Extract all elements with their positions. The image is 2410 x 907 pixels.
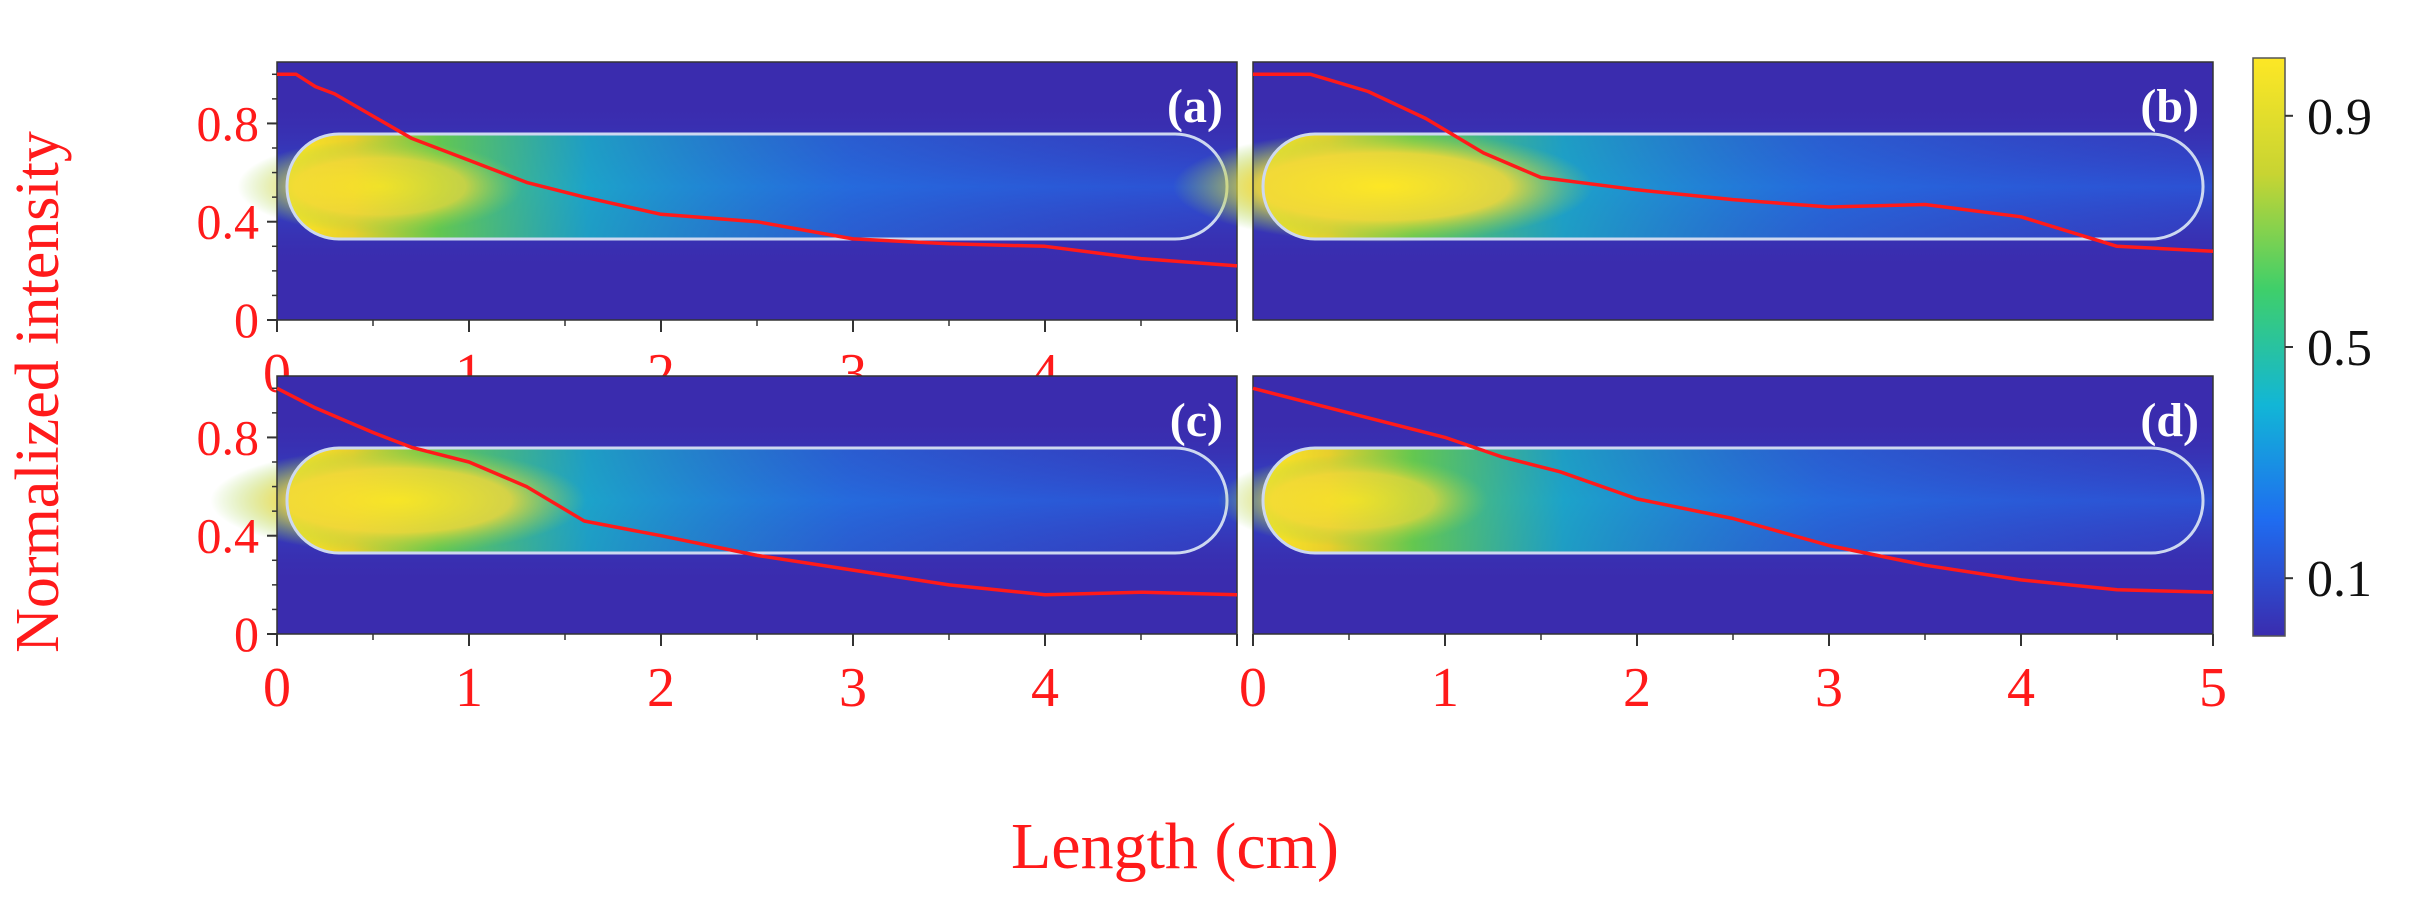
hot-spot <box>1173 130 1593 243</box>
panel-frame <box>1252 61 2214 321</box>
panel-label: (b) <box>2140 80 2199 133</box>
colorbar: 0.9 0.5 0.1 <box>2252 57 2372 637</box>
y-tick-label: 0.8 <box>197 409 260 465</box>
panel-c: (c) 0 0.4 0.8 0 1 2 3 4 <box>197 375 1238 719</box>
channel-outline <box>1261 446 2205 555</box>
y-tick-label: 0.8 <box>197 95 260 151</box>
y-tick-label: 0 <box>234 292 259 348</box>
x-tick-label: 5 <box>2199 657 2227 719</box>
x-tick-label: 4 <box>2007 657 2035 719</box>
x-axis-label: Length (cm) <box>1011 810 1339 883</box>
x-tick-label: 3 <box>1815 657 1843 719</box>
panel-a: (a)00.40.80 1 2 3 4 <box>197 61 1238 405</box>
y-axis-label: Normalized intensity <box>4 131 72 653</box>
panel-d: (d) 0 1 2 3 4 5 <box>1218 375 2227 719</box>
x-tick-label: 1 <box>455 657 483 719</box>
panel-label: (a) <box>1167 80 1223 133</box>
axes-text: Normalized intensity Length (cm) <box>4 131 1339 883</box>
panel-label: (c) <box>1170 394 1223 447</box>
x-tick-label: 3 <box>839 657 867 719</box>
intensity-curve <box>277 72 1238 268</box>
hot-spot <box>237 139 523 234</box>
channel-glow <box>1263 448 2203 553</box>
intensity-curve <box>1252 386 2214 594</box>
x-tick-label: 0 <box>263 657 291 719</box>
x-tick-label: 4 <box>1031 657 1059 719</box>
hot-spot <box>210 447 586 554</box>
intensity-curve <box>276 386 1238 597</box>
colorbar-tick-label: 0.9 <box>2307 89 2372 146</box>
y-tick-label: 0.4 <box>197 194 260 250</box>
panel-b: (b) <box>1173 61 2214 321</box>
colorbar-tick-label: 0.1 <box>2307 551 2372 608</box>
x-tick-label: 0 <box>1239 657 1267 719</box>
y-tick-label: 0 <box>234 606 259 662</box>
channel-glow <box>287 134 1227 239</box>
panel-label: (d) <box>2140 394 2199 447</box>
panels: (a)00.40.80 1 2 3 4(b)(c)00.40.80 1 2 3 4(d)0 1 2 3… <box>197 61 2227 719</box>
x-tick-label: 2 <box>647 657 675 719</box>
x-tick-label: 1 <box>1431 657 1459 719</box>
hot-spot <box>1218 454 1488 547</box>
y-tick-label: 0.4 <box>197 508 260 564</box>
colorbar-scale <box>2252 57 2286 637</box>
colorbar-tick-label: 0.5 <box>2307 320 2372 377</box>
x-tick-label: 2 <box>1623 657 1651 719</box>
channel-outline <box>1261 132 2205 241</box>
